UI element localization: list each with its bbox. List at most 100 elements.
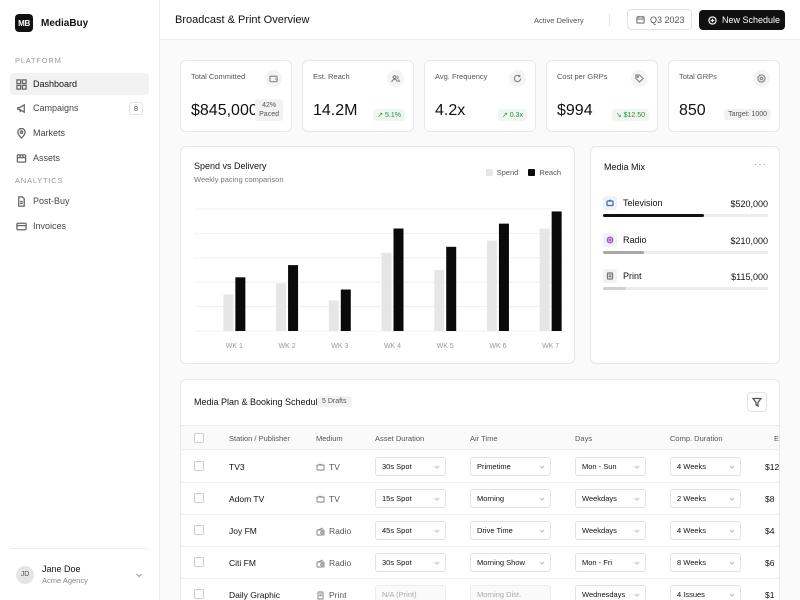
days-select[interactable]: Mon - Fri — [575, 553, 646, 572]
asset-duration-value: 45s Spot — [382, 526, 412, 535]
cost-cell: $8 — [765, 494, 775, 504]
station-name: Citi FM — [229, 558, 256, 568]
days-select[interactable]: Weekdays — [575, 521, 646, 540]
bar-reach-1 — [235, 277, 246, 331]
kpi-est-reach: Est. Reach 14.2M ↗ 5.1% — [302, 60, 414, 132]
sidebar-item-assets[interactable]: Assets — [10, 147, 149, 169]
bar-spend-4 — [381, 252, 392, 331]
chevron-down-icon — [539, 465, 545, 469]
row-checkbox[interactable] — [194, 461, 204, 471]
campaigns-count-badge: 8 — [128, 101, 143, 115]
days-select[interactable]: Wednesdays — [575, 585, 646, 600]
air-time-select[interactable]: Morning Show — [470, 553, 551, 572]
chevron-down-icon — [539, 529, 545, 533]
chevron-down-icon — [729, 529, 735, 533]
comp-duration-select[interactable]: 4 Issues — [670, 585, 741, 600]
page-title: Broadcast & Print Overview — [175, 14, 310, 26]
station-name: TV3 — [229, 462, 245, 472]
col-asset-duration: Asset Duration — [375, 434, 425, 443]
row-checkbox[interactable] — [194, 493, 204, 503]
radio-icon — [316, 558, 329, 568]
kpi-total-committed: Total Committed $845,000 42% Paced — [180, 60, 292, 132]
asset-duration-select: N/A (Print) — [375, 585, 446, 600]
sidebar-item-markets[interactable]: Markets — [10, 122, 149, 144]
air-time-select[interactable]: Morning — [470, 489, 551, 508]
brand-name: MediaBuy — [41, 17, 89, 29]
comp-duration-select[interactable]: 4 Weeks — [670, 521, 741, 540]
period-label: Q3 2023 — [650, 14, 685, 25]
col-estimated-cost: E — [774, 434, 780, 443]
comp-duration-select[interactable]: 8 Weeks — [670, 553, 741, 572]
asset-duration-value: 15s Spot — [382, 494, 412, 503]
station-name: Adom TV — [229, 494, 265, 504]
days-select[interactable]: Weekdays — [575, 489, 646, 508]
kpi-value: 850 — [679, 102, 706, 119]
brand[interactable]: MB MediaBuy — [15, 14, 88, 32]
table-row[interactable]: Citi FM Radio 30s Spot Morning Show Mon - Fr… — [181, 547, 779, 579]
select-all-checkbox[interactable] — [194, 433, 204, 443]
comp-duration-value: 4 Weeks — [677, 462, 707, 471]
kpi-value: 14.2M — [313, 102, 358, 119]
legend-spend: Spend — [485, 168, 518, 177]
document-icon — [18, 195, 25, 207]
table-row[interactable]: TV3 TV 30s Spot Primetime Mon - Sun 4 Weeks $1… — [181, 451, 780, 483]
x-tick-label: WK 3 — [331, 343, 348, 350]
change-badge: ↗ 5.1% — [373, 109, 405, 121]
legend-reach: Reach — [528, 168, 561, 177]
chevron-down-icon — [434, 561, 440, 565]
bar-reach-2 — [288, 265, 299, 331]
row-checkbox[interactable] — [194, 525, 204, 535]
table-row[interactable]: Daily Graphic Print N/A (Print) Morning Dis… — [181, 579, 779, 600]
air-time-select[interactable]: Primetime — [470, 457, 551, 476]
bar-reach-7 — [551, 211, 562, 331]
bar-spend-1 — [223, 294, 234, 331]
table-row[interactable]: Adom TV TV 15s Spot Morning Weekdays 2 Weeks $… — [181, 483, 779, 515]
new-schedule-button[interactable]: New Schedule — [699, 10, 785, 30]
medium-label: TV — [329, 462, 340, 472]
user-menu[interactable]: JD Jane Doe Acme Agency — [10, 548, 149, 600]
kpi-total-grps: Total GRPs 850 Target: 1000 — [668, 60, 780, 132]
mix-value: $210,000 — [730, 236, 768, 246]
more-options-icon[interactable]: ··· — [754, 159, 767, 170]
plus-circle-icon — [708, 15, 717, 25]
comp-duration-select[interactable]: 4 Weeks — [670, 457, 741, 476]
period-selector[interactable]: Q3 2023 — [627, 9, 692, 30]
users-icon — [387, 70, 404, 87]
row-checkbox[interactable] — [194, 589, 204, 599]
x-tick-label: WK 6 — [489, 343, 506, 350]
asset-duration-select[interactable]: 30s Spot — [375, 457, 446, 476]
x-tick-label: WK 5 — [437, 343, 454, 350]
air-time-select[interactable]: Drive Time — [470, 521, 551, 540]
sidebar-item-label: Invoices — [33, 221, 67, 231]
air-time-value: Morning — [477, 494, 505, 503]
asset-duration-select[interactable]: 45s Spot — [375, 521, 446, 540]
medium-label: Print — [329, 590, 347, 600]
brand-logo: MB — [15, 14, 33, 32]
drafts-badge: 5 Drafts — [317, 396, 352, 407]
row-checkbox[interactable] — [194, 557, 204, 567]
bar-reach-3 — [340, 289, 351, 331]
days-select[interactable]: Mon - Sun — [575, 457, 646, 476]
comp-duration-value: 4 Issues — [677, 590, 705, 599]
sidebar-item-post-buy[interactable]: Post-Buy — [10, 190, 149, 212]
grid-icon — [16, 78, 27, 90]
sidebar-item-dashboard[interactable]: Dashboard — [10, 73, 149, 95]
sidebar-item-invoices[interactable]: Invoices — [10, 215, 149, 237]
filter-button[interactable] — [747, 392, 767, 412]
asset-duration-select[interactable]: 15s Spot — [375, 489, 446, 508]
days-value: Wednesdays — [582, 590, 626, 599]
sidebar-item-campaigns[interactable]: Campaigns 8 — [10, 97, 149, 119]
col-medium: Medium — [316, 434, 343, 443]
sidebar-item-label: Campaigns — [33, 103, 79, 113]
bar-reach-6 — [498, 223, 509, 331]
cost-cell: $12 — [765, 462, 780, 472]
chevron-down-icon — [634, 593, 640, 597]
comp-duration-select[interactable]: 2 Weeks — [670, 489, 741, 508]
asset-duration-select[interactable]: 30s Spot — [375, 553, 446, 572]
medium-cell: TV — [316, 494, 340, 504]
media-mix-card: Media Mix ··· Television $520,000 Radio … — [590, 146, 780, 364]
bar-spend-6 — [486, 240, 497, 331]
comp-duration-value: 2 Weeks — [677, 494, 707, 503]
table-row[interactable]: Joy FM Radio 45s Spot Drive Time Weekdays 4 W… — [181, 515, 779, 547]
delivery-status: Active Delivery — [534, 16, 584, 25]
